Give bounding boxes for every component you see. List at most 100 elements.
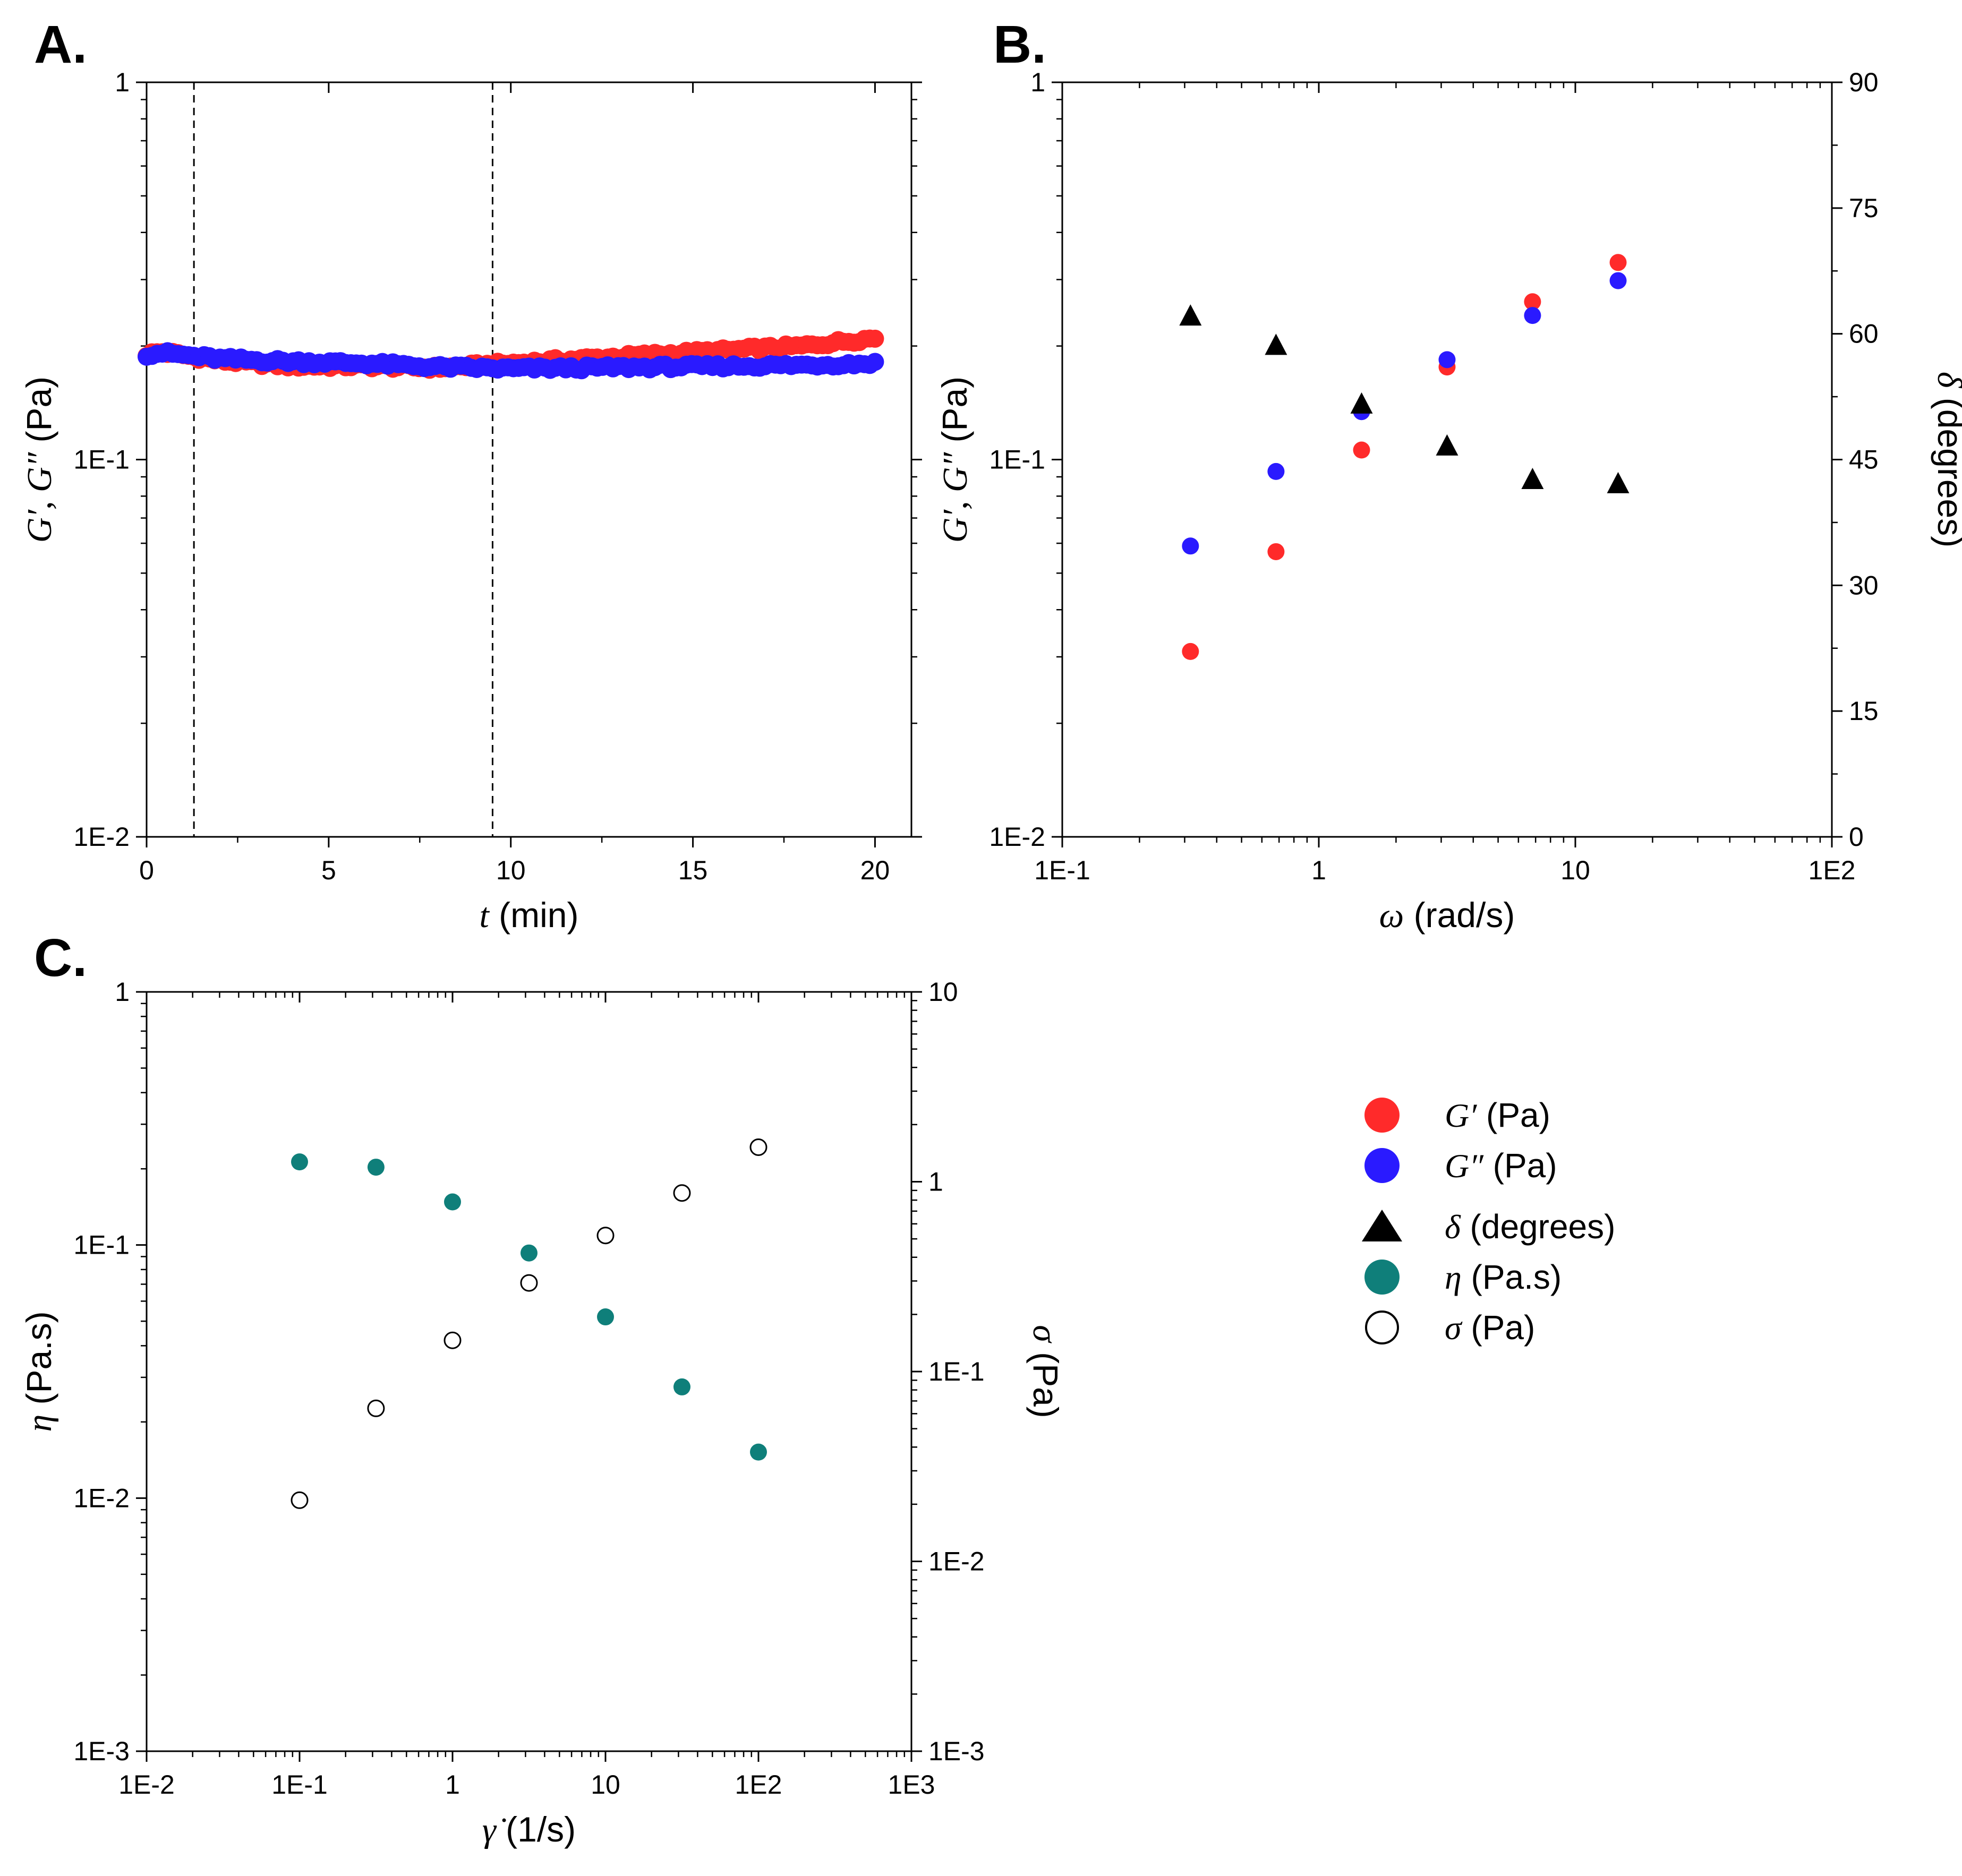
- legend-unit: (Pa): [1462, 1308, 1536, 1347]
- chart-a: 0 5 10 15 20 1E-2 1E-1 1 t (min) G′, G″ (Pa): [19, 67, 922, 935]
- x-axis-title-unit: (1/s): [496, 1810, 576, 1849]
- y-axis-title: G′, G″ (Pa): [19, 376, 59, 543]
- legend-unit: (degrees): [1461, 1207, 1616, 1246]
- y-tick-label: 1E-1: [73, 1230, 130, 1260]
- data-point: [1521, 467, 1544, 489]
- x-tick-label: 1E2: [1809, 855, 1856, 885]
- chart-c: 1E-2 1E-1 1 10 1E2 1E3 1E-3 1E-2 1E-1 1 1E-3 1E-2 1E…: [19, 977, 1065, 1849]
- x-tick-label: 10: [591, 1770, 620, 1800]
- legend-symbol: G″: [1445, 1147, 1484, 1185]
- y2-tick-label: 1E-2: [928, 1547, 985, 1577]
- x-axis-title-symbol: ω: [1379, 896, 1404, 935]
- legend-open-circle-marker: [1365, 1310, 1399, 1344]
- x-tick-label: 1E-2: [118, 1770, 175, 1800]
- panel-letter-a: A.: [34, 15, 87, 74]
- y-axis-title-symbol: G′, G″: [936, 451, 975, 543]
- x-tick-label: 20: [860, 855, 890, 885]
- x-tick-label: 15: [678, 855, 708, 885]
- y-tick-label: 1E-1: [989, 445, 1045, 475]
- y2-axis-title-symbol: δ: [1930, 372, 1962, 389]
- x-tick-label: 1E2: [735, 1770, 782, 1800]
- y2-tick-label: 10: [928, 977, 958, 1007]
- legend-unit: (Pa.s): [1462, 1258, 1562, 1296]
- data-point: [673, 1184, 691, 1202]
- x-axis-title-unit: (min): [489, 895, 579, 935]
- y-tick-label: 1: [115, 977, 130, 1007]
- y-axis-title-unit: (Pa): [19, 376, 58, 452]
- legend-symbol: δ: [1445, 1208, 1461, 1246]
- y2-axis-title-unit: (degrees): [1931, 388, 1962, 547]
- data-point: [443, 1331, 462, 1349]
- x-axis-title: γ̇ (1/s): [482, 1810, 576, 1849]
- y2-axis-title-unit: (Pa): [1026, 1342, 1065, 1418]
- data-point: [291, 1491, 309, 1509]
- panel-letter-c: C.: [34, 928, 87, 988]
- y-axis-title-symbol: η: [20, 1415, 59, 1432]
- legend-unit: (Pa): [1477, 1096, 1550, 1134]
- data-point: [1350, 392, 1373, 414]
- legend-label: σ (Pa): [1445, 1308, 1535, 1347]
- x-tick-label: 10: [496, 855, 526, 885]
- y-tick-label: 1: [115, 67, 130, 97]
- y-tick-label: 1E-2: [73, 822, 130, 852]
- y2-tick-label: 1: [928, 1167, 943, 1197]
- legend: G′ (Pa) G″ (Pa) δ (degrees) η (Pa.s) σ (Pa): [1362, 1096, 1615, 1347]
- data-point: [750, 1443, 767, 1461]
- plot-frame: [1061, 81, 1833, 838]
- legend-label: G″ (Pa): [1445, 1146, 1557, 1185]
- legend-circle-marker: [1364, 1098, 1400, 1133]
- x-axis-title-unit: (rad/s): [1404, 895, 1515, 935]
- data-point: [1182, 537, 1199, 555]
- series-g-pa-: [138, 342, 884, 380]
- x-axis-title: ω (rad/s): [1379, 895, 1515, 935]
- y-tick-label: 1E-2: [73, 1483, 130, 1513]
- data-point: [1609, 254, 1627, 271]
- data-point: [1609, 272, 1627, 289]
- y-tick-label: 1E-2: [989, 822, 1045, 852]
- data-point: [1607, 472, 1630, 493]
- data-point: [1524, 307, 1541, 324]
- y-tick-label: 1E-3: [73, 1736, 130, 1766]
- series-g-pa-: [1182, 272, 1627, 555]
- data-point: [367, 1159, 385, 1176]
- legend-label: G′ (Pa): [1445, 1096, 1550, 1134]
- data-point: [866, 353, 884, 371]
- legend-unit: (Pa): [1483, 1146, 1557, 1185]
- data-point: [1179, 304, 1202, 326]
- data-point: [1267, 543, 1285, 560]
- x-tick-label: 10: [1560, 855, 1590, 885]
- data-point: [749, 1138, 767, 1156]
- y2-tick-label: 90: [1849, 67, 1879, 97]
- x-tick-label: 1: [1311, 855, 1326, 885]
- legend-label: η (Pa.s): [1445, 1258, 1562, 1296]
- series-g-pa-: [1182, 254, 1627, 660]
- data-point: [1524, 293, 1541, 311]
- legend-triangle-marker: [1362, 1210, 1402, 1241]
- x-axis-title-symbol: t: [480, 896, 490, 935]
- data-point: [444, 1193, 461, 1211]
- legend-circle-marker: [1364, 1260, 1400, 1295]
- y2-tick-label: 45: [1849, 445, 1879, 475]
- legend-circle-marker: [1364, 1148, 1400, 1183]
- series--degrees-: [1179, 304, 1630, 493]
- plot-frame: [146, 991, 912, 1752]
- series--pa-s-: [291, 1153, 767, 1461]
- data-point: [597, 1308, 614, 1326]
- x-axis-title: t (min): [480, 895, 579, 935]
- y2-tick-label: 1E-1: [928, 1357, 985, 1386]
- y2-axis-title-symbol: σ: [1026, 1325, 1064, 1343]
- data-point: [866, 329, 884, 348]
- x-tick-label: 1: [445, 1770, 460, 1800]
- x-tick-label: 0: [139, 855, 154, 885]
- y2-tick-label: 0: [1849, 822, 1864, 852]
- data-point: [520, 1244, 538, 1262]
- y2-tick-label: 15: [1849, 696, 1879, 726]
- data-point: [1436, 434, 1458, 456]
- panel-letter-b: B.: [993, 15, 1046, 74]
- y2-tick-label: 1E-3: [928, 1736, 985, 1766]
- data-point: [1438, 351, 1456, 369]
- y-tick-label: 1: [1030, 67, 1045, 97]
- x-tick-label: 1E-1: [271, 1770, 328, 1800]
